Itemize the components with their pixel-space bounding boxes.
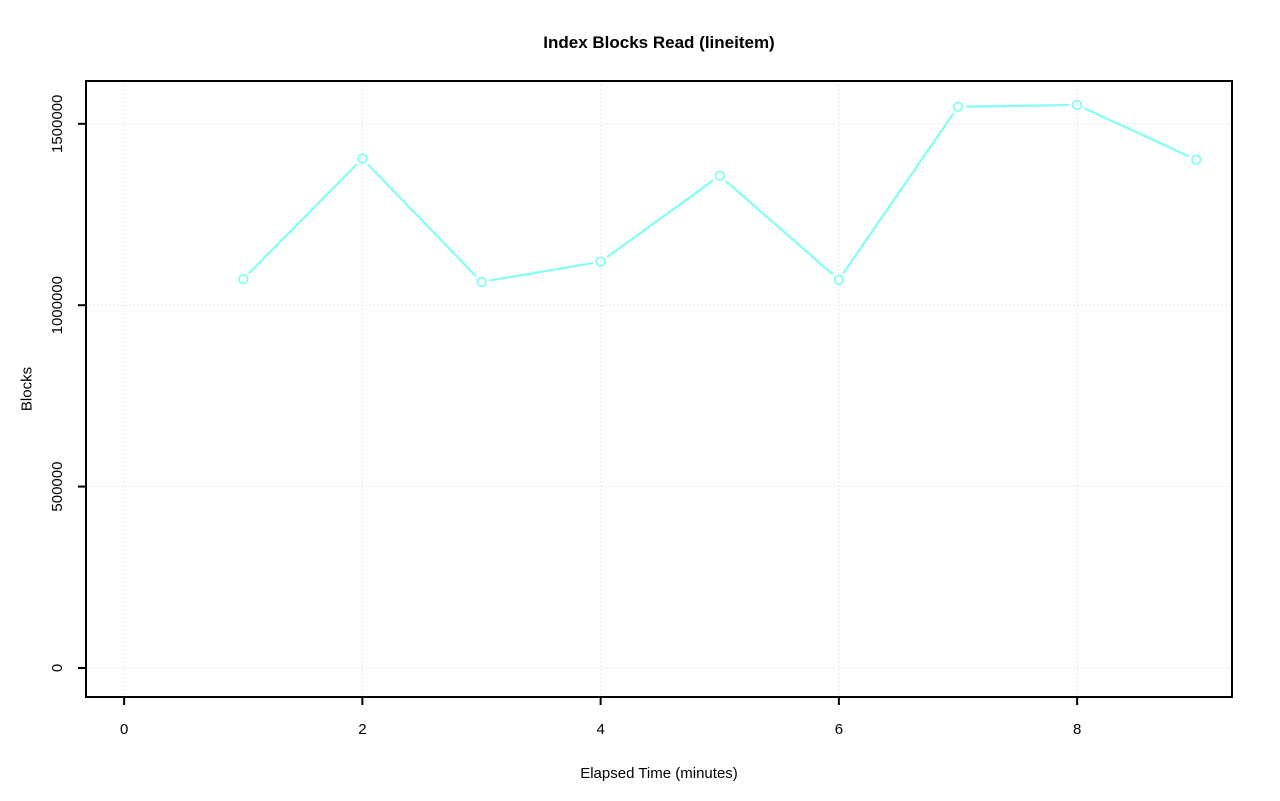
data-point-marker: [1071, 99, 1083, 111]
y-tick-label: 0: [49, 664, 66, 672]
series-line-segment: [842, 113, 955, 274]
y-tick-label: 1500000: [49, 95, 66, 153]
plot-frame: [85, 80, 1233, 698]
series-line-segment: [965, 103, 1070, 108]
y-tick-label: 500000: [49, 462, 66, 512]
x-tick-label: 0: [120, 721, 128, 738]
data-point-marker: [714, 170, 725, 181]
data-point-marker: [238, 273, 249, 285]
y-tick-label: 1000000: [49, 276, 66, 334]
x-tick-label: 2: [358, 721, 366, 738]
x-tick-label: 8: [1073, 721, 1081, 738]
series-line-segment: [367, 164, 477, 277]
series-line-segment: [606, 179, 714, 258]
data-point-marker: [595, 256, 606, 267]
data-point-marker: [952, 101, 964, 112]
data-point-marker: [833, 274, 845, 286]
series-line-segment: [725, 180, 834, 275]
data-point-marker: [357, 153, 368, 164]
x-axis-label: Elapsed Time (minutes): [580, 765, 738, 782]
x-tick-label: 4: [596, 721, 604, 738]
data-point-marker: [1191, 154, 1202, 165]
x-tick-label: 6: [835, 721, 843, 738]
chart-title: Index Blocks Read (lineitem): [543, 33, 775, 52]
series-line-segment: [248, 163, 358, 274]
y-axis-label: Blocks: [18, 366, 36, 412]
series-line-segment: [1084, 107, 1190, 158]
data-point-marker: [476, 276, 487, 288]
series-line-segment: [489, 262, 593, 282]
